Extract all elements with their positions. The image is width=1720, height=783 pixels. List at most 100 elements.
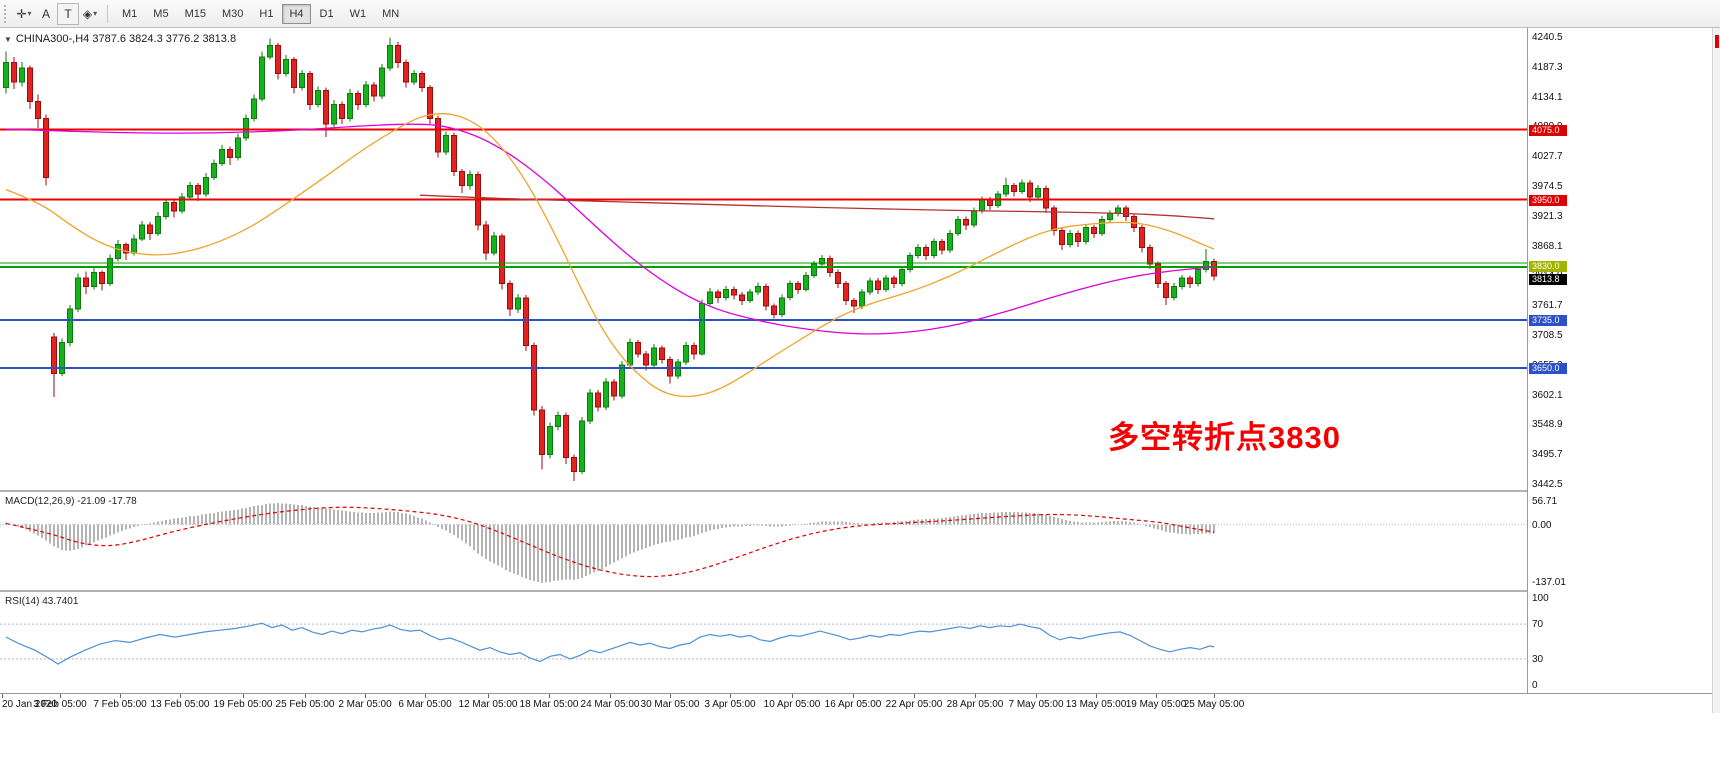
time-axis-tick	[305, 694, 306, 698]
time-axis[interactable]: 20 Jan 2020 3 Feb 05:00 7 Feb 05:00 13 Feb …	[0, 693, 1712, 713]
time-axis-tick	[610, 694, 611, 698]
text-label-tool-button[interactable]: T	[57, 2, 79, 25]
price-axis-label: 3761.7	[1532, 300, 1563, 312]
macd-canvas[interactable]	[0, 493, 1527, 590]
time-axis-label: 2 Mar 05:00	[338, 699, 392, 710]
rsi-canvas[interactable]	[0, 593, 1527, 693]
rsi-label: RSI(14) 43.7401	[5, 596, 79, 607]
time-axis-label: 12 Mar 05:00	[458, 699, 518, 710]
time-axis-label: 24 Mar 05:00	[580, 699, 640, 710]
price-axis-label: 3921.3	[1532, 210, 1563, 222]
chevron-down-icon: ▾	[27, 9, 32, 18]
time-axis-label: 28 Apr 05:00	[946, 699, 1004, 710]
rsi-axis: 100 70 30 0	[1528, 593, 1713, 693]
time-axis-tick	[975, 694, 976, 698]
symbol-ohlc-text: CHINA300-,H4 3787.6 3824.3 3776.2 3813.8	[15, 33, 237, 45]
text-icon: A	[41, 6, 50, 21]
price-tag-3950.0: 3950.0	[1529, 194, 1567, 206]
rsi-axis-label: 70	[1532, 619, 1544, 631]
rsi-axis-label: 0	[1532, 680, 1538, 691]
price-axis-column[interactable]: 4240.54187.34134.14080.94027.73974.53921…	[1527, 28, 1712, 693]
price-axis-label: 3602.1	[1532, 389, 1563, 401]
time-axis-tick	[60, 694, 61, 698]
price-tag-3735.0: 3735.0	[1529, 315, 1567, 327]
price-axis-label: 3708.5	[1532, 330, 1563, 341]
price-axis-label: 4134.1	[1532, 91, 1563, 103]
timeframe-m5-button[interactable]: M5	[146, 4, 175, 24]
macd-label: MACD(12,26,9) -21.09 -17.78	[5, 496, 137, 507]
price-axis-label: 3548.9	[1532, 419, 1563, 431]
time-axis-tick	[488, 694, 489, 698]
time-axis-label: 22 Apr 05:00	[885, 699, 943, 710]
time-axis-tick	[120, 694, 121, 698]
macd-axis-label: -137.01	[1532, 577, 1566, 589]
chart-menu-triangle-icon[interactable]: ▼	[4, 35, 12, 44]
chart-annotation-text[interactable]: 多空转折点3830	[1108, 420, 1341, 455]
time-axis-label: 19 May 05:00	[1125, 699, 1187, 710]
macd-pane: MACD(12,26,9) -21.09 -17.78	[0, 493, 1527, 590]
price-axis-label: 4187.3	[1532, 61, 1563, 73]
rsi-pane: RSI(14) 43.7401	[0, 593, 1527, 693]
time-axis-label: 25 May 05:00	[1183, 699, 1245, 710]
time-axis-label: 7 Feb 05:00	[93, 699, 147, 710]
shapes-tool-button[interactable]: ◈ ▾	[79, 3, 101, 25]
price-axis[interactable]: 4240.54187.34134.14080.94027.73974.53921…	[1528, 28, 1713, 490]
time-axis-tick	[365, 694, 366, 698]
timeframe-w1-button[interactable]: W1	[343, 4, 374, 24]
crosshair-icon: ✛	[16, 6, 27, 21]
time-axis-label: 20 Jan 2020	[2, 699, 58, 710]
time-axis-label: 3 Feb 05:00	[33, 699, 87, 710]
bottom-empty-area	[0, 713, 1720, 783]
time-axis-tick	[1156, 694, 1157, 698]
time-axis-tick	[914, 694, 915, 698]
time-axis-label: 30 Mar 05:00	[640, 699, 700, 710]
macd-axis-label: 0.00	[1532, 519, 1552, 531]
time-axis-label: 13 Feb 05:00	[150, 699, 210, 710]
time-axis-tick	[243, 694, 244, 698]
toolbar-grip[interactable]	[4, 4, 8, 23]
price-tag-3813.8: 3813.8	[1529, 274, 1567, 286]
time-axis-tick	[425, 694, 426, 698]
timeframe-d1-button[interactable]: D1	[313, 4, 341, 24]
chevron-down-icon: ▾	[93, 9, 98, 18]
timeframe-h4-button[interactable]: H4	[282, 3, 311, 24]
right-edge-strip[interactable]	[1712, 28, 1720, 713]
price-axis-label: 3442.5	[1532, 479, 1563, 490]
text-tool-button[interactable]: A	[35, 3, 57, 25]
main-chart-pane: ▼ CHINA300-,H4 3787.6 3824.3 3776.2 3813.…	[0, 28, 1527, 490]
time-axis-label: 25 Feb 05:00	[275, 699, 335, 710]
time-axis-label: 13 May 05:00	[1065, 699, 1127, 710]
time-axis-tick	[792, 694, 793, 698]
time-axis-tick	[1096, 694, 1097, 698]
toolbar: ✛ ▾ A T ◈ ▾ M1 M5 M15 M30 H1 H4 D1 W1 MN	[0, 0, 1720, 28]
crosshair-tool-button[interactable]: ✛ ▾	[13, 3, 35, 25]
time-axis-tick	[730, 694, 731, 698]
time-axis-label: 6 Mar 05:00	[398, 699, 452, 710]
timeframe-mn-button[interactable]: MN	[375, 4, 406, 24]
panel-splitter[interactable]	[0, 590, 1712, 592]
timeframe-h1-button[interactable]: H1	[252, 4, 280, 24]
rsi-axis-label: 100	[1532, 593, 1549, 604]
panel-splitter[interactable]	[0, 490, 1712, 492]
time-axis-label: 16 Apr 05:00	[824, 699, 882, 710]
macd-axis: 56.71 0.00 -137.01	[1528, 493, 1713, 590]
shapes-icon: ◈	[82, 6, 93, 21]
time-axis-tick	[1036, 694, 1037, 698]
timeframe-m30-button[interactable]: M30	[215, 4, 250, 24]
toolbar-separator	[107, 4, 108, 23]
time-axis-label: 3 Apr 05:00	[704, 699, 756, 710]
time-axis-tick	[853, 694, 854, 698]
price-tag-3830.0: 3830.0	[1529, 260, 1567, 272]
price-tag-3650.0: 3650.0	[1529, 362, 1567, 374]
timeframe-m15-button[interactable]: M15	[178, 4, 213, 24]
time-axis-tick	[2, 694, 3, 698]
main-chart-canvas[interactable]	[0, 28, 1527, 490]
time-axis-tick	[180, 694, 181, 698]
time-axis-label: 10 Apr 05:00	[763, 699, 821, 710]
price-tag-4075.0: 4075.0	[1529, 124, 1567, 136]
price-axis-label: 3495.7	[1532, 449, 1563, 461]
rsi-axis-label: 30	[1532, 653, 1544, 665]
macd-axis-label: 56.71	[1532, 495, 1558, 507]
timeframe-m1-button[interactable]: M1	[115, 4, 144, 24]
